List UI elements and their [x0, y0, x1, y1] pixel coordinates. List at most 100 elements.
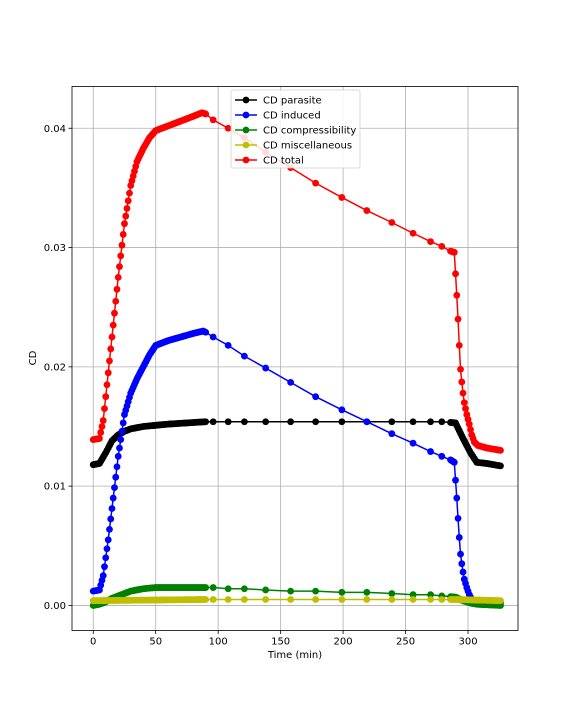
data-point [224, 341, 232, 349]
data-point [388, 219, 396, 226]
legend-marker [242, 111, 250, 119]
x-tick-label: 150 [271, 637, 290, 648]
data-point [202, 584, 210, 591]
data-point [458, 560, 466, 568]
data-point [450, 248, 458, 256]
data-point [338, 406, 346, 414]
data-point [497, 597, 504, 605]
y-tick-label: 0.02 [44, 362, 66, 373]
data-point [409, 418, 417, 426]
data-point [209, 333, 217, 341]
legend-marker [242, 96, 250, 104]
data-point [108, 505, 116, 512]
x-tick-label: 100 [209, 637, 228, 648]
data-point [427, 596, 434, 603]
legend-item: CD parasite [235, 96, 322, 107]
data-point [106, 525, 113, 533]
data-point [101, 563, 108, 571]
legend-label: CD total [263, 156, 304, 167]
data-point [224, 418, 232, 426]
y-tick-label: 0.01 [44, 482, 66, 493]
x-tick-label: 250 [396, 637, 415, 648]
data-point [312, 587, 320, 595]
data-point [241, 418, 248, 426]
data-point [241, 352, 248, 360]
data-point [338, 194, 346, 201]
legend-item: CD miscellaneous [235, 141, 352, 152]
data-point [452, 270, 459, 278]
data-point [224, 596, 232, 603]
data-point [338, 588, 346, 596]
data-point [312, 418, 320, 426]
legend-item: CD induced [235, 111, 321, 122]
y-axis-label: CD [28, 350, 39, 365]
data-point [453, 291, 461, 299]
series-cd-parasite [89, 418, 504, 470]
y-tick-label: 0.03 [44, 243, 66, 254]
ticks: 0 50 100 150 200 250 300 0.00 0.01 0.02 0.03 0.04 [44, 124, 478, 648]
data-point [262, 596, 270, 603]
data-point [388, 418, 396, 426]
data-point [114, 273, 122, 281]
data-point [312, 179, 320, 187]
data-point [104, 369, 112, 377]
data-point [202, 596, 210, 603]
data-point [388, 596, 396, 603]
data-point [454, 514, 462, 522]
legend: CD parasite CD induced CD compressibility C… [230, 89, 361, 169]
data-point [126, 189, 133, 197]
data-point [118, 427, 126, 435]
data-point [118, 241, 126, 249]
data-point [497, 446, 504, 454]
data-point [209, 116, 217, 124]
data-point [123, 205, 131, 212]
x-axis-label: Time (min) [267, 650, 322, 661]
data-point [427, 448, 434, 455]
data-point [450, 458, 458, 466]
data-point [97, 429, 105, 436]
data-point [116, 263, 123, 271]
data-point [438, 242, 446, 250]
data-point [109, 494, 117, 502]
data-point [459, 389, 467, 397]
series-cd-total [89, 109, 504, 454]
data-point [467, 426, 474, 433]
data-point [438, 418, 446, 426]
data-point [458, 378, 466, 386]
data-point [287, 418, 295, 426]
legend-label: CD compressibility [263, 126, 356, 137]
data-point [427, 591, 434, 599]
data-point [363, 588, 371, 596]
data-point [119, 419, 127, 427]
data-point [111, 309, 118, 317]
legend-item: CD total [235, 156, 304, 167]
data-point [96, 435, 103, 442]
data-point [209, 584, 217, 591]
data-point [103, 545, 111, 553]
data-point [108, 333, 116, 341]
data-point [427, 418, 434, 426]
data-point [224, 585, 232, 593]
legend-label: CD miscellaneous [263, 141, 352, 152]
data-point [202, 328, 210, 336]
legend-item: CD compressibility [235, 126, 356, 137]
data-point [111, 484, 118, 492]
data-point [438, 596, 446, 603]
data-point [455, 341, 463, 349]
data-point [462, 405, 469, 413]
legend-marker [242, 141, 250, 149]
data-point [241, 585, 248, 593]
data-point [287, 587, 295, 595]
data-point [117, 252, 125, 260]
x-tick-label: 0 [90, 637, 96, 648]
data-point [102, 554, 110, 562]
data-point [453, 494, 461, 502]
data-point [363, 596, 371, 603]
data-point [262, 418, 270, 426]
plot-frame [71, 86, 519, 631]
y-tick-label: 0.00 [44, 601, 66, 612]
data-point [241, 596, 248, 603]
legend-marker [242, 126, 250, 134]
data-point [438, 452, 446, 460]
